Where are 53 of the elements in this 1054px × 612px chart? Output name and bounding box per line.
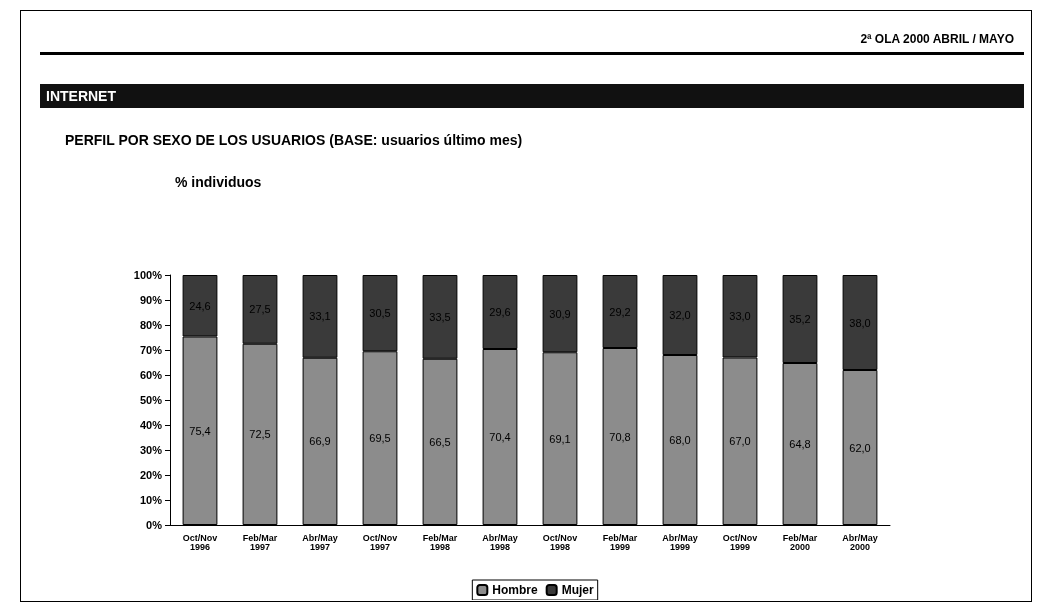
y-tick-label: 20% [139,469,163,481]
y-tick-label: 80% [139,319,163,331]
text: INTERNET [40,84,1024,108]
data-label: 66,5 [429,435,451,448]
data-label: 33,5 [429,310,451,323]
y-tick-label: 30% [139,444,163,456]
data-label: 30,9 [549,307,571,320]
y-tick-label: 50% [139,394,163,406]
data-label: 72,5 [249,428,271,441]
data-label: 75,4 [189,424,211,437]
x-tick-label: Abr/May 2000 [842,532,878,552]
data-label: 69,1 [549,432,571,445]
x-tick-label: Abr/May 1999 [662,532,698,552]
legend-label: Hombre [492,583,538,597]
x-tick-label: Feb/Mar 1997 [242,532,278,552]
data-label: 32,0 [669,309,691,321]
x-tick-label: Feb/Mar 2000 [782,532,818,552]
y-tick-label: 40% [139,419,163,431]
data-label: 62,0 [849,441,871,454]
data-label: 69,5 [369,432,391,445]
data-label: 30,5 [369,307,391,320]
x-tick-label: Abr/May 1997 [302,532,338,552]
y-tick-label: 0% [146,519,163,531]
data-label: 29,6 [489,306,511,318]
y-tick-label: 60% [139,369,163,381]
data-label: 33,0 [729,310,751,323]
data-label: 24,6 [189,299,211,312]
text: % individuos [175,174,262,190]
x-tick-label: Feb/Mar 1999 [602,532,638,552]
x-tick-label: Oct/Nov 1997 [362,532,398,552]
data-label: 66,9 [309,435,331,448]
chart-title: PERFIL POR SEXO DE LOS USUARIOS (BASE: usuarios último mes) [65,132,523,148]
data-label: 70,4 [489,431,511,443]
x-tick-label: Oct/Nov 1999 [722,532,758,552]
data-label: 38,0 [849,316,871,329]
y-tick-label: 10% [139,494,163,506]
data-label: 70,8 [609,430,631,443]
data-label: 29,2 [609,305,631,318]
data-label: 68,0 [669,434,691,446]
x-tick-label: Feb/Mar 1998 [422,532,458,552]
data-label: 33,1 [309,310,331,323]
y-tick-label: 90% [139,294,163,306]
text: 2ª OLA 2000 ABRIL / MAYO [860,32,1014,46]
data-label: 64,8 [789,438,811,450]
x-tick-label: Oct/Nov 1996 [182,532,218,552]
data-label: 27,5 [249,303,271,316]
data-label: 67,0 [729,435,751,448]
data-label: 35,2 [789,313,811,325]
legend-label: Mujer [561,583,594,597]
x-tick-label: Oct/Nov 1998 [542,532,578,552]
x-tick-label: Abr/May 1998 [482,532,518,552]
y-tick-label: 70% [139,344,163,356]
y-tick-label: 100% [133,269,163,281]
